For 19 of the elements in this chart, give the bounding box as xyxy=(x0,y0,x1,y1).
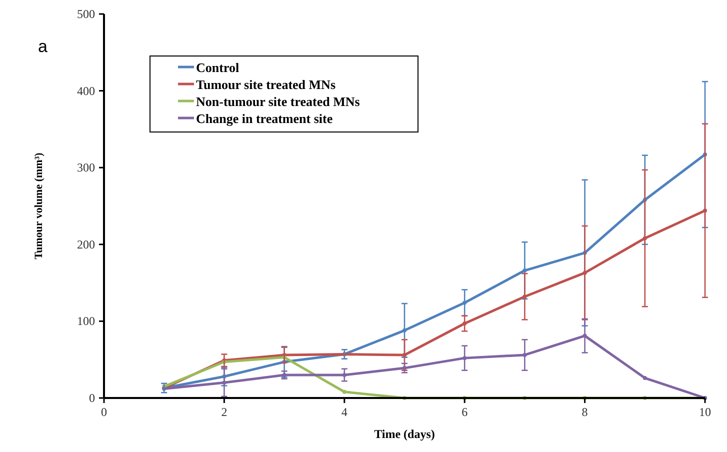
legend-label: Non-tumour site treated MNs xyxy=(196,94,360,109)
legend-label: Tumour site treated MNs xyxy=(196,77,336,92)
y-tick-label: 400 xyxy=(77,84,95,98)
x-tick-label: 8 xyxy=(582,405,588,419)
y-tick-label: 200 xyxy=(77,237,95,252)
y-tick-label: 300 xyxy=(77,160,95,175)
x-axis-title: Time (days) xyxy=(374,427,435,441)
x-tick-label: 2 xyxy=(221,405,228,419)
x-tick-label: 10 xyxy=(699,405,711,419)
y-tick-label: 100 xyxy=(77,314,95,328)
y-axis-title: Tumour volume (mm³) xyxy=(33,152,45,260)
y-tick-label: 0 xyxy=(89,391,95,405)
legend-label: Change in treatment site xyxy=(196,111,333,126)
x-tick-label: 4 xyxy=(341,405,348,419)
x-tick-label: 6 xyxy=(462,405,468,419)
text: a xyxy=(38,37,48,56)
legend-label: Control xyxy=(196,60,240,75)
x-tick-label: 0 xyxy=(101,405,107,419)
y-tick-label: 500 xyxy=(77,7,95,21)
